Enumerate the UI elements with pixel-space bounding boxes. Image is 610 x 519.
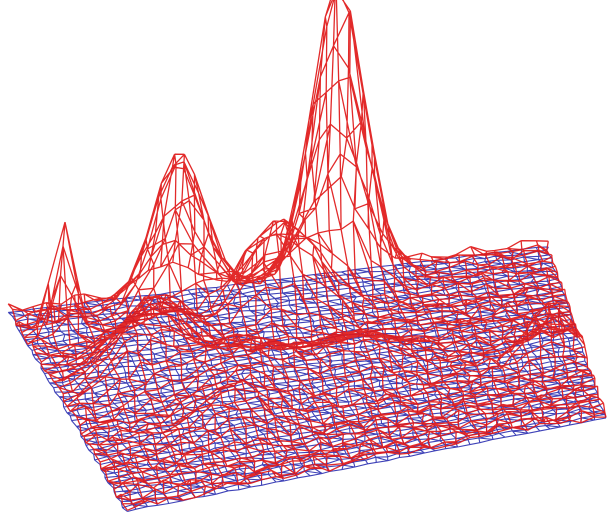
surface-mesh (7, 0, 607, 511)
surface-wireframe (7, 0, 607, 511)
